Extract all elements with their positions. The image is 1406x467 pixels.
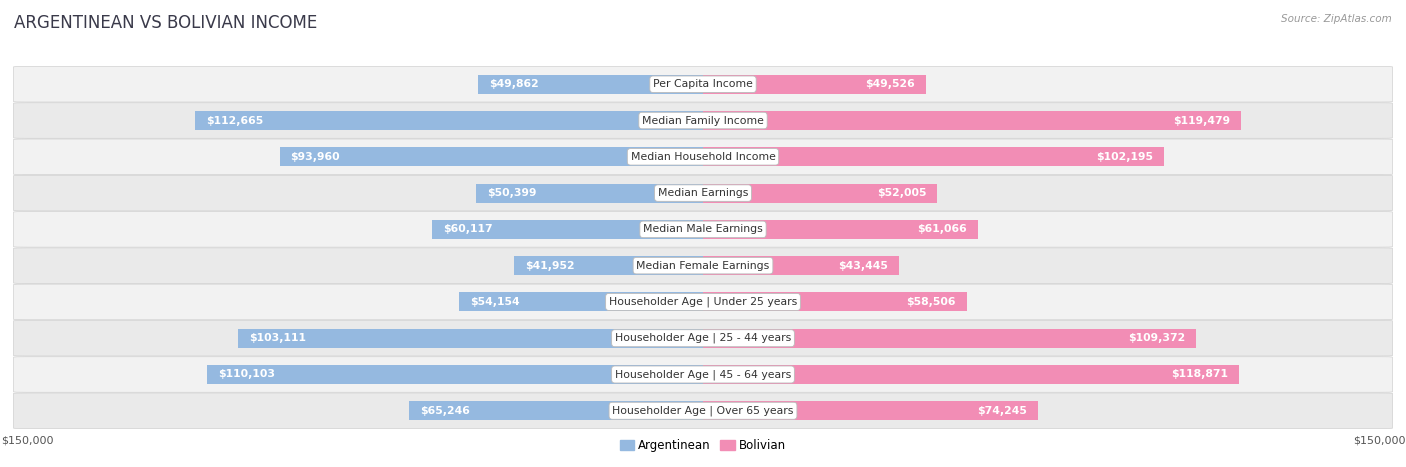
FancyBboxPatch shape <box>14 284 1392 320</box>
Bar <box>478 75 703 94</box>
Text: $109,372: $109,372 <box>1128 333 1185 343</box>
Bar <box>475 184 703 203</box>
Text: $103,111: $103,111 <box>249 333 307 343</box>
Text: $49,862: $49,862 <box>489 79 538 89</box>
FancyBboxPatch shape <box>14 175 1392 211</box>
Bar <box>703 401 1038 420</box>
Bar <box>280 148 703 166</box>
Text: Median Female Earnings: Median Female Earnings <box>637 261 769 271</box>
Text: $60,117: $60,117 <box>443 224 492 234</box>
Text: $41,952: $41,952 <box>524 261 575 271</box>
Bar <box>195 111 703 130</box>
Text: Per Capita Income: Per Capita Income <box>652 79 754 89</box>
Text: Householder Age | 45 - 64 years: Householder Age | 45 - 64 years <box>614 369 792 380</box>
Text: $119,479: $119,479 <box>1174 115 1230 126</box>
Text: $74,245: $74,245 <box>977 406 1026 416</box>
Text: $61,066: $61,066 <box>918 224 967 234</box>
Bar <box>703 111 1241 130</box>
Bar <box>458 292 703 311</box>
Bar <box>207 365 703 384</box>
Text: $43,445: $43,445 <box>838 261 889 271</box>
Bar <box>703 329 1197 347</box>
FancyBboxPatch shape <box>14 357 1392 392</box>
Text: Householder Age | Over 65 years: Householder Age | Over 65 years <box>612 405 794 416</box>
FancyBboxPatch shape <box>14 139 1392 175</box>
Bar <box>703 75 927 94</box>
Bar <box>409 401 703 420</box>
FancyBboxPatch shape <box>14 320 1392 356</box>
Text: $118,871: $118,871 <box>1171 369 1227 380</box>
Text: $49,526: $49,526 <box>866 79 915 89</box>
Text: $54,154: $54,154 <box>470 297 519 307</box>
Text: $65,246: $65,246 <box>420 406 470 416</box>
Bar <box>703 148 1164 166</box>
Text: Source: ZipAtlas.com: Source: ZipAtlas.com <box>1281 14 1392 24</box>
Bar <box>703 365 1239 384</box>
Text: $112,665: $112,665 <box>207 115 263 126</box>
Bar <box>515 256 703 275</box>
FancyBboxPatch shape <box>14 248 1392 283</box>
Text: Median Family Income: Median Family Income <box>643 115 763 126</box>
Text: ARGENTINEAN VS BOLIVIAN INCOME: ARGENTINEAN VS BOLIVIAN INCOME <box>14 14 318 32</box>
Bar <box>239 329 703 347</box>
Text: $50,399: $50,399 <box>486 188 536 198</box>
Legend: Argentinean, Bolivian: Argentinean, Bolivian <box>614 434 792 456</box>
Text: Median Earnings: Median Earnings <box>658 188 748 198</box>
Text: $52,005: $52,005 <box>877 188 927 198</box>
Bar <box>703 256 898 275</box>
Text: Householder Age | Under 25 years: Householder Age | Under 25 years <box>609 297 797 307</box>
FancyBboxPatch shape <box>14 66 1392 102</box>
FancyBboxPatch shape <box>14 393 1392 429</box>
Bar <box>703 184 938 203</box>
Text: $102,195: $102,195 <box>1095 152 1153 162</box>
FancyBboxPatch shape <box>14 212 1392 247</box>
Text: Householder Age | 25 - 44 years: Householder Age | 25 - 44 years <box>614 333 792 343</box>
FancyBboxPatch shape <box>14 103 1392 138</box>
Text: $58,506: $58,506 <box>907 297 956 307</box>
Bar <box>432 220 703 239</box>
Text: Median Male Earnings: Median Male Earnings <box>643 224 763 234</box>
Bar <box>703 220 979 239</box>
Text: $93,960: $93,960 <box>291 152 340 162</box>
Bar <box>703 292 967 311</box>
Text: Median Household Income: Median Household Income <box>630 152 776 162</box>
Text: $110,103: $110,103 <box>218 369 274 380</box>
